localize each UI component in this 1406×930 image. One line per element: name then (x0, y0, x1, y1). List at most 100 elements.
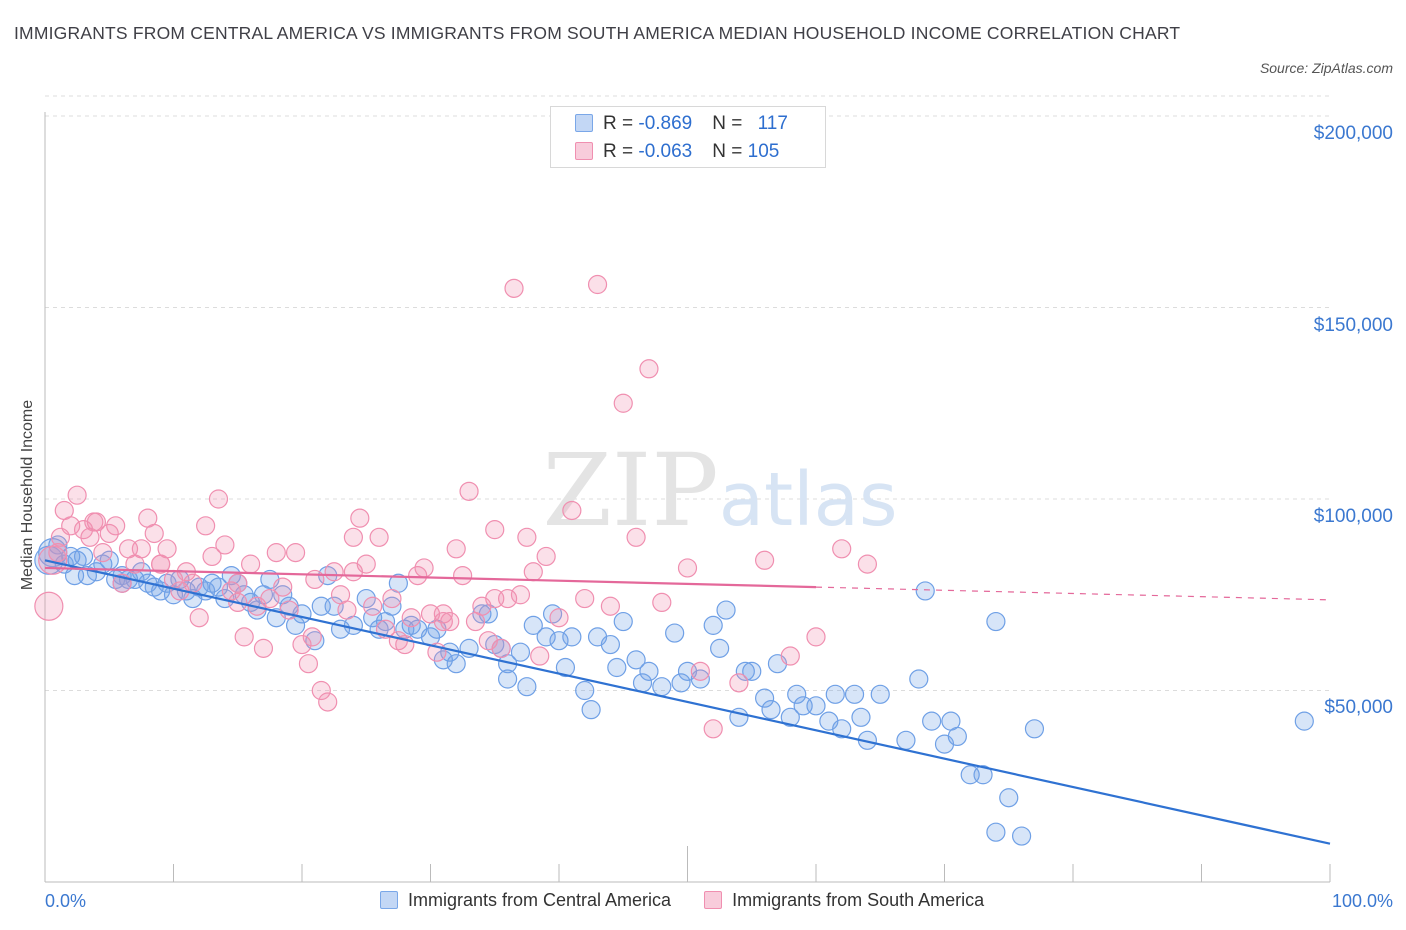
point-south-america (562, 500, 582, 521)
legend-item-south-america[interactable]: Immigrants from South America (704, 890, 984, 911)
chart-title: IMMIGRANTS FROM CENTRAL AMERICA VS IMMIG… (14, 23, 1181, 43)
point-south-america (652, 592, 672, 613)
point-south-america (183, 573, 203, 593)
point-central-america (575, 680, 595, 701)
legend-swatch-central-america (380, 891, 398, 909)
y-tick-label: $50,000 (1324, 697, 1393, 718)
point-south-america (363, 596, 383, 616)
legend-label-central-america: Immigrants from Central America (408, 890, 672, 910)
point-central-america (922, 711, 942, 731)
point-south-america (50, 527, 71, 547)
point-south-america (202, 546, 222, 567)
point-south-america (292, 634, 312, 655)
y-tick-label: $100,000 (1313, 506, 1393, 527)
point-central-america (1011, 826, 1032, 846)
point-south-america (189, 608, 209, 628)
point-central-america (671, 673, 691, 693)
point-central-america (363, 608, 383, 628)
point-south-america (196, 516, 216, 536)
point-central-america (844, 684, 865, 704)
point-south-america (677, 558, 698, 578)
point-south-america (318, 692, 338, 712)
point-south-america (485, 588, 505, 609)
point-south-america (305, 569, 325, 590)
point-south-america (433, 604, 453, 624)
point-central-america (973, 765, 993, 785)
point-central-america (626, 650, 646, 670)
point-south-america (302, 627, 322, 647)
legend-row-central-america: R = -0.869 N = 117 (575, 113, 788, 135)
point-central-america (208, 577, 229, 597)
point-central-america (555, 657, 576, 678)
point-south-america (99, 523, 119, 544)
point-central-america (600, 634, 621, 655)
point-south-america (857, 554, 878, 574)
point-central-america (472, 604, 492, 624)
point-south-america (485, 520, 505, 540)
x-tick-label-min: 0.0% (45, 891, 87, 911)
point-south-america (433, 611, 453, 632)
legend-swatch-south-america (575, 142, 593, 160)
r-value-south-america: -0.063 (638, 141, 693, 162)
point-central-america (523, 615, 543, 635)
point-south-america (228, 573, 248, 593)
point-south-america (459, 481, 479, 501)
point-south-america (491, 638, 511, 658)
point-south-america (703, 719, 723, 739)
r-value-central-america: -0.869 (638, 113, 693, 134)
point-central-america (581, 700, 601, 720)
point-central-america (498, 669, 518, 689)
point-central-america (742, 661, 762, 681)
point-central-america (716, 600, 736, 620)
source-label: Source: ZipAtlas.com (1259, 60, 1393, 76)
point-south-america (221, 581, 241, 601)
point-south-america (414, 558, 434, 578)
point-south-america (260, 588, 280, 609)
legend-swatch-south-america (704, 891, 723, 909)
point-central-america (780, 707, 800, 727)
point-south-america (151, 554, 171, 574)
n-value-south-america: 105 (747, 141, 780, 162)
y-tick-label: $150,000 (1313, 315, 1393, 336)
point-central-america (517, 677, 537, 697)
point-south-america (131, 539, 151, 559)
point-south-america (241, 554, 261, 574)
point-south-america (626, 527, 646, 547)
point-south-america (517, 527, 537, 547)
trendline-central-america (44, 559, 1331, 845)
correlation-legend: R = -0.869 N = 117 R = -0.063 N = 105 (550, 106, 826, 168)
point-central-america (1024, 719, 1045, 739)
point-central-america (221, 565, 241, 586)
point-central-america (832, 719, 852, 739)
point-central-america (446, 654, 466, 674)
point-central-america (870, 684, 890, 704)
point-south-america (587, 274, 608, 295)
n-value-central-america: 117 (757, 113, 788, 134)
point-south-america (337, 600, 357, 620)
trendline-south-america (44, 566, 817, 589)
point-south-america (549, 608, 569, 628)
point-south-america (536, 546, 556, 567)
point-south-america (523, 562, 543, 582)
point-south-america (215, 535, 235, 555)
point-south-america (832, 539, 852, 559)
point-south-america (369, 527, 389, 547)
point-south-america (67, 485, 87, 505)
legend-swatch-central-america (575, 114, 593, 132)
n-label: N = (712, 141, 748, 162)
point-central-america (754, 688, 775, 708)
point-central-america (356, 588, 376, 609)
point-south-america (754, 550, 775, 570)
point-south-america (253, 638, 274, 658)
point-south-america (34, 591, 64, 621)
point-central-america (986, 611, 1006, 632)
point-south-america (600, 596, 621, 616)
point-south-america (440, 611, 460, 632)
n-label: N = (712, 113, 748, 134)
point-south-america (530, 646, 550, 666)
point-central-america (806, 696, 826, 716)
legend-item-central-america[interactable]: Immigrants from Central America (380, 890, 671, 911)
point-central-america (607, 657, 627, 678)
point-central-america (761, 700, 781, 720)
